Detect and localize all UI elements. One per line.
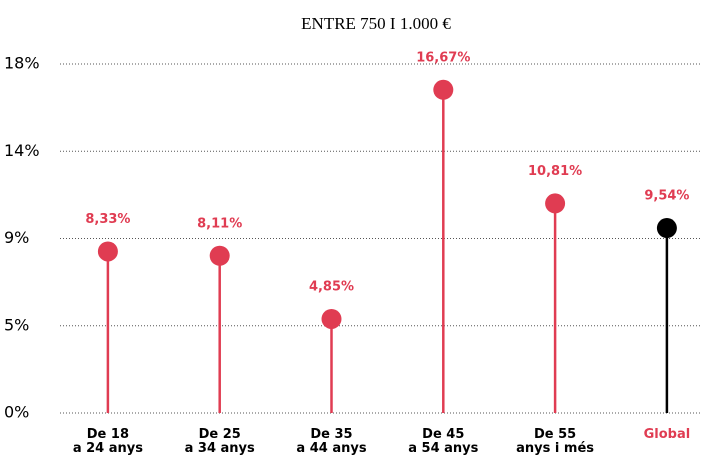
dot xyxy=(545,193,566,214)
x-tick-label: De 55 anys i més xyxy=(516,427,595,456)
value-label: 16,67% xyxy=(416,50,470,65)
dot xyxy=(97,241,118,262)
value-label: 9,54% xyxy=(644,189,689,204)
dot xyxy=(321,308,342,329)
x-tick-label: De 18 a 24 anys xyxy=(72,427,143,456)
dot xyxy=(433,79,454,100)
value-label: 8,33% xyxy=(85,212,130,227)
value-label: 10,81% xyxy=(528,164,582,179)
x-tick-label: De 45 a 54 anys xyxy=(408,427,479,456)
chart-title: ENTRE 750 I 1.000 € xyxy=(301,14,451,33)
y-tick-label: 9% xyxy=(4,228,29,247)
dot xyxy=(656,218,677,239)
x-tick-label: De 35 a 44 anys xyxy=(296,427,367,456)
y-tick-label: 5% xyxy=(4,315,29,334)
value-label: 4,85% xyxy=(309,279,354,294)
value-label: 8,11% xyxy=(197,216,242,231)
y-tick-label: 0% xyxy=(4,403,29,422)
y-tick-label: 14% xyxy=(4,141,40,160)
dot xyxy=(209,245,230,266)
x-tick-label: Global xyxy=(643,427,691,442)
x-tick-label: De 25 a 34 anys xyxy=(184,427,255,456)
y-tick-label: 18% xyxy=(4,54,40,73)
